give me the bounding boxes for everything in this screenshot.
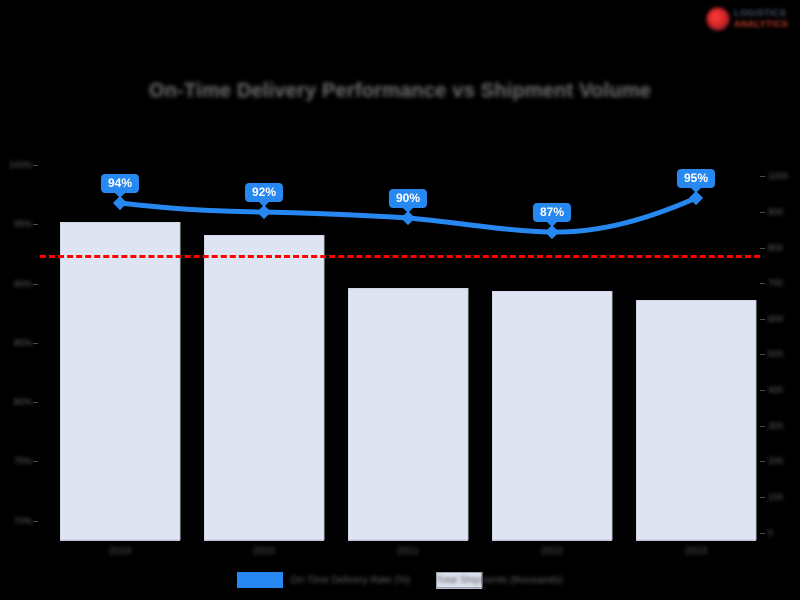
y-axis-left-label: 85%: [13, 337, 32, 348]
y-axis-right-tick: [760, 496, 765, 498]
data-label: 94%: [100, 174, 140, 193]
y-axis-right-label: 600: [768, 313, 784, 324]
y-axis-right: 1000 900 800 700 600 500 400 300 200 100 0: [760, 165, 800, 540]
y-axis-right-label: 0: [768, 527, 774, 538]
bar[interactable]: [636, 300, 756, 540]
y-axis-right-tick: [760, 283, 765, 285]
x-axis-label: 2023: [684, 546, 708, 557]
y-axis-right-tick: [760, 532, 765, 534]
y-axis-left-label: 75%: [13, 456, 32, 467]
y-axis-right-label: 100: [768, 491, 784, 502]
company-logo-icon: [706, 7, 730, 31]
line-marker[interactable]: [688, 190, 704, 206]
y-axis-right-label: 200: [768, 456, 784, 467]
y-axis-left-tick: [33, 224, 38, 226]
x-axis-label: 2020: [252, 546, 276, 557]
y-axis-right-tick: [760, 247, 765, 249]
y-axis-right-label: 700: [768, 278, 784, 289]
legend-item[interactable]: On-Time Delivery Rate (%): [237, 572, 410, 588]
bar[interactable]: [204, 235, 324, 540]
y-axis-right-tick: [760, 461, 765, 463]
data-label: 87%: [532, 203, 572, 222]
y-axis-right-label: 500: [768, 349, 784, 360]
x-axis-label: 2019: [108, 546, 132, 557]
chart-title: On-Time Delivery Performance vs Shipment…: [148, 80, 652, 102]
y-axis-left-label: 80%: [13, 397, 32, 407]
plot-area: 94% 92% 90% 87% 95%: [40, 165, 760, 540]
legend-item[interactable]: Total Shipments (thousands): [435, 572, 563, 588]
y-axis-right-label: 400: [768, 385, 784, 395]
y-axis-right-label: 300: [768, 420, 784, 431]
legend-swatch: [237, 572, 284, 588]
y-axis-right-tick: [760, 176, 765, 178]
bar[interactable]: [348, 288, 468, 540]
y-axis-left-tick: [33, 283, 38, 285]
company-logo: LOGISTICS ANALYTICS: [706, 4, 794, 34]
x-axis: 2019 2020 2021 2022 2023: [40, 540, 760, 566]
data-label: 95%: [676, 169, 716, 188]
logo-wordmark-top: LOGISTICS: [734, 8, 787, 18]
legend-label: Total Shipments (thousands): [435, 574, 563, 586]
y-axis-right-label: 800: [768, 242, 784, 253]
data-label: 92%: [244, 183, 284, 202]
logo-wordmark-bottom: ANALYTICS: [734, 19, 789, 29]
y-axis-right-tick: [760, 425, 765, 427]
line-series: [112, 190, 704, 240]
line-marker[interactable]: [400, 210, 416, 226]
logo-wordmark: LOGISTICS ANALYTICS: [734, 9, 788, 29]
legend-label: On-Time Delivery Rate (%): [290, 574, 410, 586]
legend-swatch: [435, 572, 482, 588]
y-axis-left-label: 70%: [13, 515, 32, 526]
y-axis-left-label: 100%: [8, 160, 32, 170]
data-label: 90%: [388, 189, 428, 208]
y-axis-left-tick: [33, 165, 38, 166]
y-axis-right-label: 1000: [768, 171, 789, 182]
x-axis-label: 2021: [396, 546, 420, 557]
y-axis-left-tick: [33, 461, 38, 463]
chart-legend: On-Time Delivery Rate (%) Total Shipments…: [0, 572, 800, 588]
y-axis-left-tick: [33, 342, 38, 344]
y-axis-left-tick: [33, 520, 38, 522]
line-marker[interactable]: [112, 195, 128, 211]
y-axis-left-label: 95%: [13, 219, 32, 230]
y-axis-left-label: 90%: [13, 278, 32, 289]
y-axis-left: 100% 95% 90% 85% 80% 75% 70%: [0, 160, 38, 540]
y-axis-right-tick: [760, 318, 765, 320]
bar[interactable]: [60, 222, 180, 540]
target-reference-line: [40, 255, 760, 258]
line-marker[interactable]: [544, 224, 560, 240]
y-axis-left-tick: [33, 402, 38, 403]
y-axis-right-tick: [760, 390, 765, 391]
y-axis-right-tick: [760, 211, 765, 213]
x-axis-label: 2022: [540, 546, 564, 557]
bar[interactable]: [492, 291, 612, 540]
line-marker[interactable]: [256, 204, 272, 220]
y-axis-right-tick: [760, 354, 765, 356]
y-axis-right-label: 900: [768, 206, 784, 217]
